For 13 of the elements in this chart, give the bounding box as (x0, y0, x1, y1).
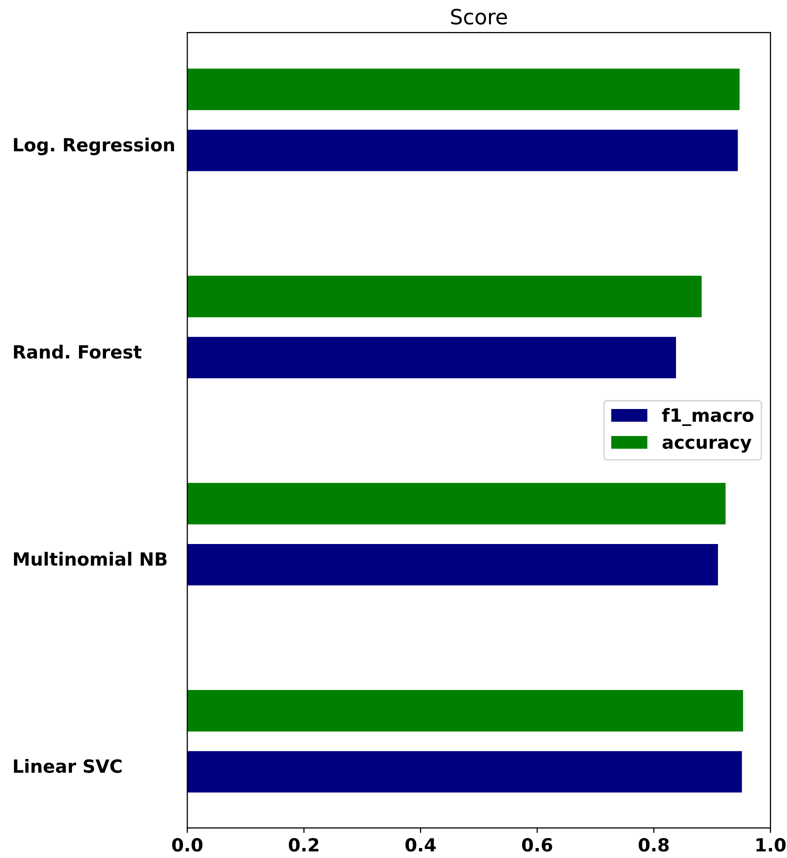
x-tick-label: 0.8 (638, 838, 669, 852)
y-tick-label: Rand. Forest (14, 344, 142, 359)
x-tick-label: 0.4 (405, 838, 436, 852)
x-tick-label: 0.0 (172, 838, 202, 852)
chart-title: Score (451, 8, 507, 25)
legend-label: f1_macro (662, 408, 754, 426)
y-tick-label: Multinomial NB (14, 552, 167, 566)
x-tick-label: 0.2 (288, 838, 318, 852)
x-tick-label: 0.6 (522, 838, 552, 852)
x-tick-label: 1.0 (756, 838, 786, 852)
y-tick-label: Linear SVC (14, 758, 122, 773)
y-tick-label: Log. Regression (14, 138, 174, 156)
legend-label: accuracy (662, 438, 752, 453)
